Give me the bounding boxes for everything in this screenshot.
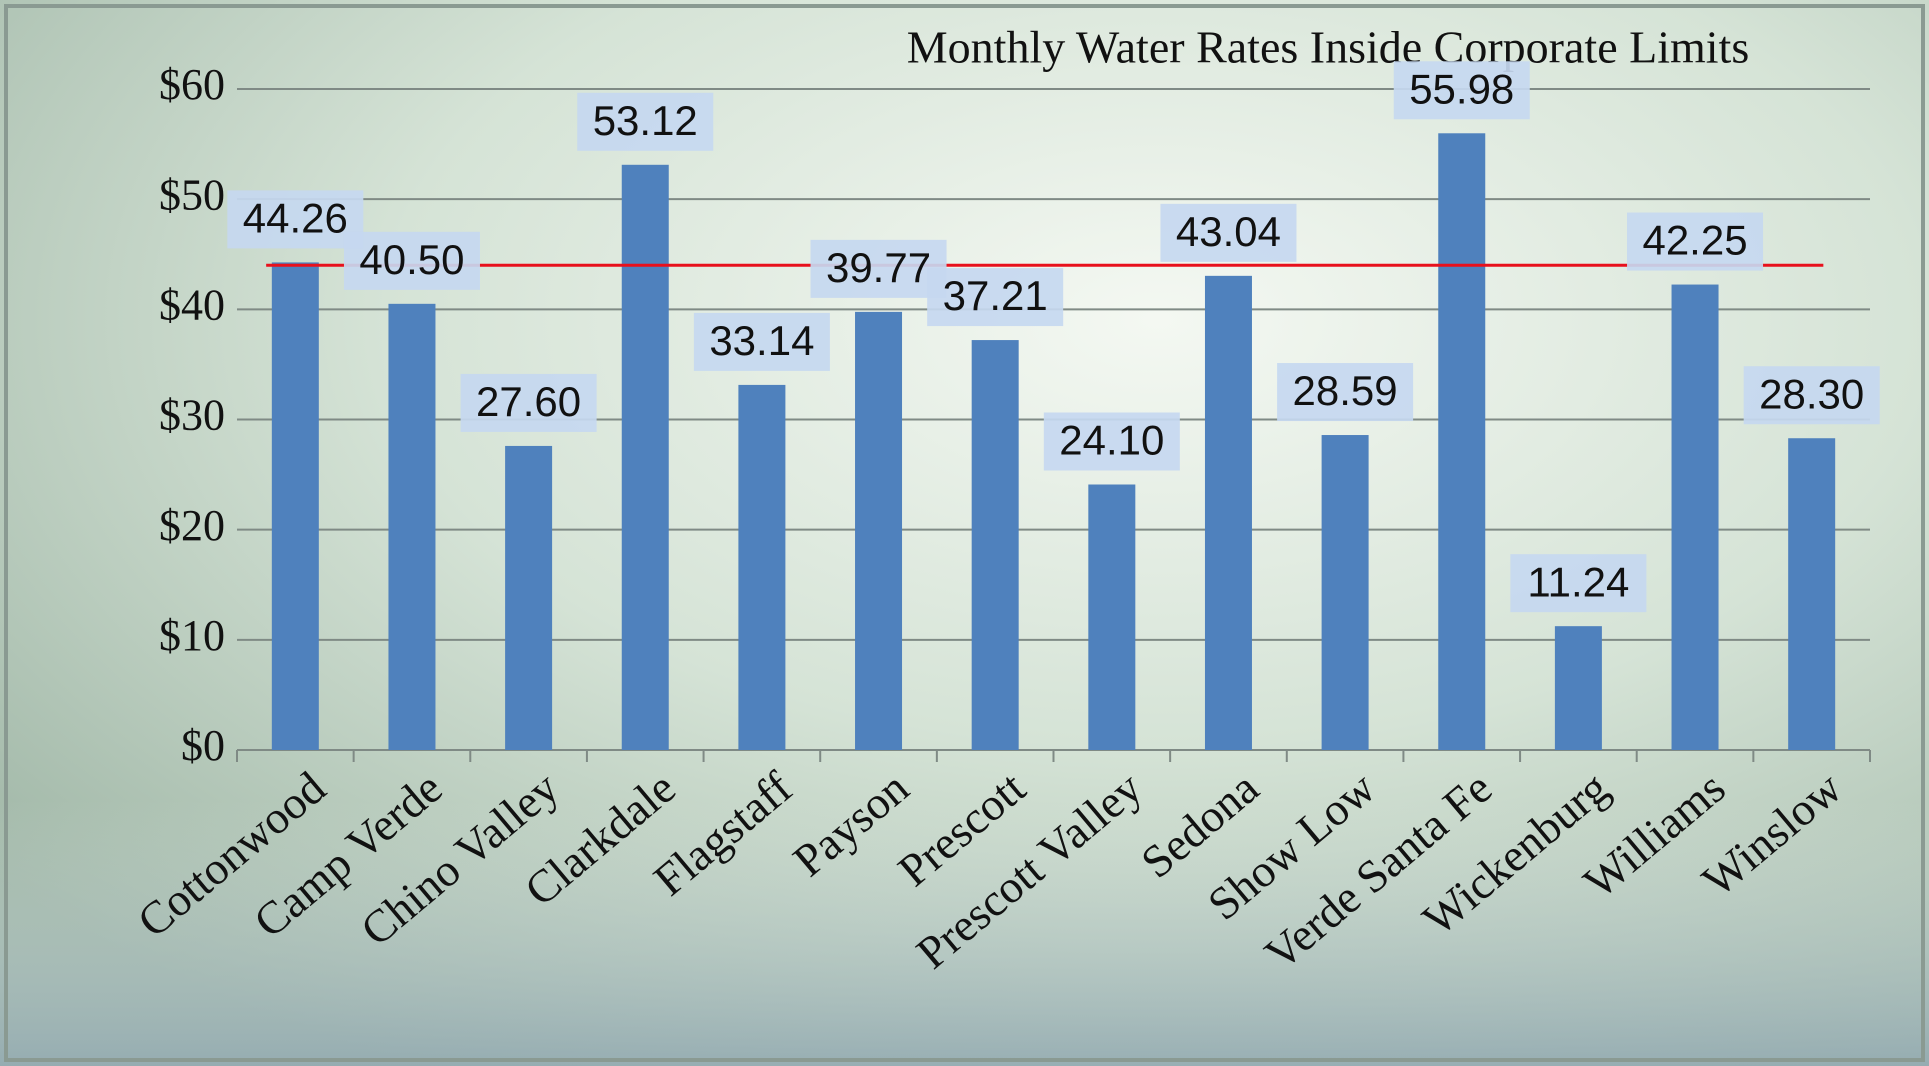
data-label-box (693, 312, 830, 371)
bar (971, 340, 1019, 750)
data-label: 37.21 (943, 272, 1048, 319)
bar (1671, 284, 1719, 750)
bar (271, 262, 319, 750)
data-label-box (227, 190, 364, 249)
frame (4, 4, 1925, 1062)
data-label: 53.12 (593, 97, 698, 144)
data-label: 24.10 (1059, 417, 1164, 464)
data-label-box (460, 373, 597, 432)
bar (1788, 438, 1836, 750)
data-label-box (1510, 554, 1647, 613)
chart-title: Monthly Water Rates Inside Corporate Lim… (907, 22, 1749, 73)
data-label: 44.26 (243, 194, 348, 241)
bar (1438, 133, 1486, 751)
bar (388, 303, 436, 750)
data-label: 55.98 (1409, 65, 1514, 112)
bar (1204, 275, 1252, 750)
data-label-box (1393, 61, 1530, 120)
y-tick-label: $30 (159, 391, 225, 440)
y-tick-label: $10 (159, 611, 225, 660)
data-label-box (1160, 203, 1297, 262)
y-tick-label: $0 (181, 721, 225, 770)
data-label: 43.04 (1176, 208, 1281, 255)
bar (738, 384, 786, 750)
data-label: 40.50 (359, 236, 464, 283)
y-tick-label: $50 (159, 170, 225, 219)
data-label-box (577, 92, 714, 151)
data-label-box (1043, 412, 1180, 471)
data-label: 11.24 (1527, 558, 1629, 605)
y-tick-label: $40 (159, 280, 225, 329)
water (0, 800, 1929, 1066)
bar (855, 311, 903, 750)
data-label-box (1277, 363, 1414, 422)
data-label-box (343, 231, 480, 290)
data-label-box (1627, 212, 1764, 271)
bar (621, 164, 669, 750)
data-label: 28.59 (1293, 367, 1398, 414)
data-label: 42.25 (1642, 217, 1747, 264)
data-label: 28.30 (1759, 370, 1864, 417)
y-tick-label: $60 (159, 60, 225, 109)
data-label-box (927, 268, 1064, 327)
data-label-box (810, 239, 947, 298)
bar (1554, 626, 1602, 750)
bar (1321, 435, 1369, 750)
bar (505, 445, 553, 750)
data-label: 39.77 (826, 244, 931, 291)
data-label-box (1743, 366, 1880, 425)
data-label: 33.14 (709, 317, 814, 364)
bar (1088, 484, 1136, 750)
data-label: 27.60 (476, 378, 581, 425)
y-tick-label: $20 (159, 501, 225, 550)
